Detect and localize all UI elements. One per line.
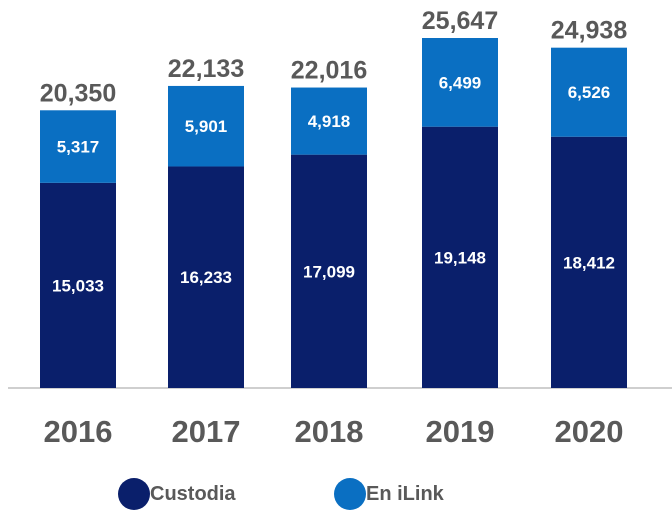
bar-en-ilink-2019: [422, 38, 498, 127]
bar-custodia-2019: [422, 126, 498, 389]
data-label-custodia-2016: 15,033: [52, 276, 104, 295]
x-tick-2016: 2016: [44, 414, 113, 449]
total-label-2017: 22,133: [168, 55, 244, 83]
stacked-bar-chart: 15,033 5,317 20,350 16,233 5,901 22,133 17,099…: [8, 7, 672, 449]
bar-en-ilink-2017: [168, 85, 244, 167]
x-tick-2019: 2019: [426, 414, 495, 449]
total-label-2018: 22,016: [291, 57, 367, 85]
bar-custodia-2017: [168, 166, 244, 388]
total-label-2016: 20,350: [40, 79, 116, 107]
data-label-custodia-2019: 19,148: [434, 248, 486, 267]
bar-custodia-2018: [291, 154, 367, 388]
legend-item-custodia: Custodia: [118, 478, 236, 510]
legend: Custodia En iLink: [0, 478, 672, 510]
bar-en-ilink-2018: [291, 87, 367, 155]
bars-group: [40, 38, 627, 389]
bar-custodia-2020: [551, 136, 627, 388]
bar-en-ilink-2020: [551, 47, 627, 137]
legend-label-en-ilink: En iLink: [366, 482, 444, 505]
data-label-en-ilink-2020: 6,526: [568, 83, 611, 102]
x-tick-2020: 2020: [555, 414, 624, 449]
labels-group: 15,033 5,317 20,350 16,233 5,901 22,133 17,099…: [40, 7, 628, 295]
legend-item-en-ilink: En iLink: [334, 478, 444, 510]
data-label-custodia-2020: 18,412: [563, 253, 615, 272]
data-label-en-ilink-2019: 6,499: [439, 73, 482, 92]
legend-swatch-en-ilink: [334, 478, 366, 510]
x-tick-labels: 2016 2017 2018 2019 2020: [44, 414, 624, 449]
total-label-2020: 24,938: [551, 17, 628, 45]
legend-label-custodia: Custodia: [150, 482, 236, 505]
data-label-en-ilink-2016: 5,317: [57, 138, 100, 157]
data-label-custodia-2018: 17,099: [303, 262, 355, 281]
bar-custodia-2016: [40, 182, 116, 388]
data-label-en-ilink-2017: 5,901: [185, 117, 228, 136]
total-label-2019: 25,647: [422, 7, 498, 35]
data-label-custodia-2017: 16,233: [180, 268, 232, 287]
legend-swatch-custodia: [118, 478, 150, 510]
x-tick-2018: 2018: [295, 414, 364, 449]
data-label-en-ilink-2018: 4,918: [308, 112, 351, 131]
x-tick-2017: 2017: [172, 414, 241, 449]
bar-en-ilink-2016: [40, 110, 116, 183]
